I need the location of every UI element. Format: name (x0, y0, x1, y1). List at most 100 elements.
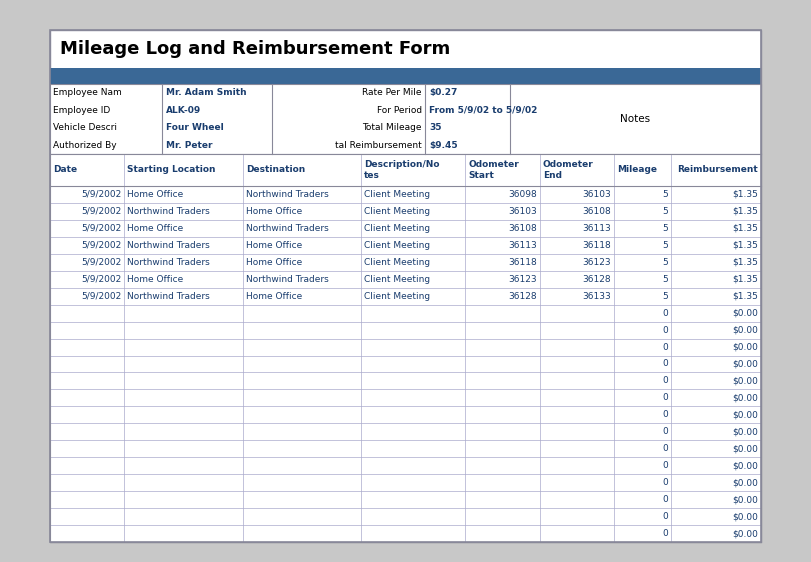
Text: Northwind Traders: Northwind Traders (127, 241, 210, 250)
Bar (50, 237, 761, 254)
Text: Northwind Traders: Northwind Traders (127, 258, 210, 267)
Text: Home Office: Home Office (127, 275, 184, 284)
Text: Mileage Log and Reimbursement Form: Mileage Log and Reimbursement Form (60, 40, 450, 58)
Text: $0.00: $0.00 (732, 393, 758, 402)
Text: 0: 0 (663, 445, 668, 454)
Text: ALK-09: ALK-09 (166, 106, 201, 115)
Text: 36118: 36118 (508, 258, 537, 267)
Text: 0: 0 (663, 393, 668, 402)
Text: 5/9/2002: 5/9/2002 (81, 224, 122, 233)
Bar (50, 321, 761, 338)
Bar (50, 338, 761, 356)
Text: Notes: Notes (620, 114, 650, 124)
Text: 5/9/2002: 5/9/2002 (81, 292, 122, 301)
Text: $0.00: $0.00 (732, 427, 758, 436)
Text: 5: 5 (663, 241, 668, 250)
Text: Description/No
tes: Description/No tes (364, 160, 440, 180)
Text: 36103: 36103 (508, 207, 537, 216)
Text: $0.00: $0.00 (732, 377, 758, 386)
Text: 36113: 36113 (582, 224, 611, 233)
Text: $0.00: $0.00 (732, 495, 758, 504)
Text: Northwind Traders: Northwind Traders (246, 190, 328, 199)
Text: $0.00: $0.00 (732, 529, 758, 538)
Text: 0: 0 (663, 343, 668, 352)
Text: 36128: 36128 (508, 292, 537, 301)
Text: 5/9/2002: 5/9/2002 (81, 275, 122, 284)
Text: Destination: Destination (246, 165, 305, 174)
Bar (50, 440, 761, 457)
Text: 35: 35 (429, 123, 441, 132)
Text: Date: Date (53, 165, 77, 174)
Text: Client Meeting: Client Meeting (364, 241, 431, 250)
Bar (50, 288, 761, 305)
Text: 5/9/2002: 5/9/2002 (81, 241, 122, 250)
Bar (50, 423, 761, 440)
Text: 36133: 36133 (582, 292, 611, 301)
Text: Four Wheel: Four Wheel (166, 123, 224, 132)
Text: $1.35: $1.35 (732, 241, 758, 250)
Text: 5: 5 (663, 207, 668, 216)
Bar (50, 305, 761, 321)
Text: Rate Per Mile: Rate Per Mile (363, 88, 422, 97)
Text: $0.00: $0.00 (732, 478, 758, 487)
Text: $1.35: $1.35 (732, 258, 758, 267)
Text: 5: 5 (663, 275, 668, 284)
Bar (50, 525, 761, 542)
Text: 36123: 36123 (582, 258, 611, 267)
Text: Mr. Adam Smith: Mr. Adam Smith (166, 88, 247, 97)
Text: 36108: 36108 (508, 224, 537, 233)
Text: Home Office: Home Office (246, 207, 302, 216)
Bar (50, 220, 761, 237)
Text: Northwind Traders: Northwind Traders (246, 224, 328, 233)
Text: $1.35: $1.35 (732, 224, 758, 233)
Bar (50, 508, 761, 525)
Text: Mileage: Mileage (617, 165, 657, 174)
Text: Client Meeting: Client Meeting (364, 224, 431, 233)
Bar (50, 356, 761, 373)
Bar (50, 491, 761, 508)
Text: tal Reimbursement: tal Reimbursement (335, 140, 422, 149)
Text: 0: 0 (663, 360, 668, 369)
Text: $1.35: $1.35 (732, 207, 758, 216)
Text: Reimbursement: Reimbursement (677, 165, 758, 174)
Bar (50, 271, 761, 288)
Bar (50, 154, 761, 186)
Bar (50, 457, 761, 474)
Bar (50, 406, 761, 423)
Bar (50, 186, 761, 203)
Text: Starting Location: Starting Location (127, 165, 216, 174)
Bar (50, 68, 761, 84)
Text: 36123: 36123 (508, 275, 537, 284)
Text: $0.00: $0.00 (732, 343, 758, 352)
Text: Total Mileage: Total Mileage (363, 123, 422, 132)
Text: 0: 0 (663, 377, 668, 386)
Text: Client Meeting: Client Meeting (364, 258, 431, 267)
Text: From 5/9/02 to 5/9/02: From 5/9/02 to 5/9/02 (429, 106, 538, 115)
Text: 5: 5 (663, 190, 668, 199)
Text: 5/9/2002: 5/9/2002 (81, 190, 122, 199)
Bar (50, 389, 761, 406)
Text: 0: 0 (663, 410, 668, 419)
Bar (50, 30, 761, 542)
Text: 0: 0 (663, 495, 668, 504)
Bar (50, 474, 761, 491)
Text: 36103: 36103 (582, 190, 611, 199)
Text: For Period: For Period (377, 106, 422, 115)
Text: Employee Nam: Employee Nam (53, 88, 122, 97)
Bar (50, 84, 761, 154)
Text: Northwind Traders: Northwind Traders (127, 292, 210, 301)
Bar (50, 254, 761, 271)
Text: Vehicle Descri: Vehicle Descri (53, 123, 117, 132)
Text: 5/9/2002: 5/9/2002 (81, 258, 122, 267)
Text: $0.00: $0.00 (732, 461, 758, 470)
Bar (50, 203, 761, 220)
Text: 36098: 36098 (508, 190, 537, 199)
Text: $1.35: $1.35 (732, 190, 758, 199)
Text: Client Meeting: Client Meeting (364, 190, 431, 199)
Text: Home Office: Home Office (246, 241, 302, 250)
Text: Home Office: Home Office (246, 258, 302, 267)
Bar (50, 30, 761, 542)
Text: 0: 0 (663, 529, 668, 538)
Text: $0.00: $0.00 (732, 325, 758, 334)
Text: 0: 0 (663, 309, 668, 318)
